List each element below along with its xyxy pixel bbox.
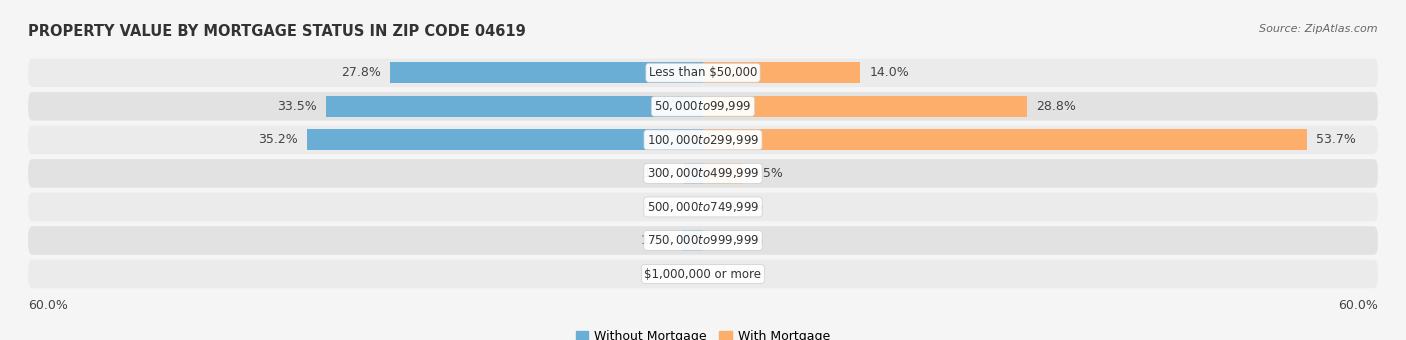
Text: 27.8%: 27.8% [342, 66, 381, 79]
Text: $750,000 to $999,999: $750,000 to $999,999 [647, 234, 759, 248]
Bar [326, 96, 703, 117]
Legend: Without Mortgage, With Mortgage: Without Mortgage, With Mortgage [571, 325, 835, 340]
Text: 1.7%: 1.7% [643, 167, 675, 180]
Text: Less than $50,000: Less than $50,000 [648, 66, 758, 79]
Text: 0.0%: 0.0% [731, 234, 763, 247]
Text: 60.0%: 60.0% [1339, 299, 1378, 311]
Text: 0.0%: 0.0% [643, 201, 675, 214]
Text: 28.8%: 28.8% [1036, 100, 1076, 113]
FancyBboxPatch shape [28, 193, 1378, 221]
Text: 0.0%: 0.0% [731, 268, 763, 280]
Bar [683, 163, 703, 184]
Text: $300,000 to $499,999: $300,000 to $499,999 [647, 166, 759, 181]
Bar [307, 130, 703, 150]
Bar [703, 62, 860, 83]
Text: 0.0%: 0.0% [731, 201, 763, 214]
Text: 1.9%: 1.9% [641, 234, 672, 247]
Text: 0.0%: 0.0% [643, 268, 675, 280]
Text: $500,000 to $749,999: $500,000 to $749,999 [647, 200, 759, 214]
Text: 60.0%: 60.0% [28, 299, 67, 311]
Text: $50,000 to $99,999: $50,000 to $99,999 [654, 99, 752, 113]
Text: PROPERTY VALUE BY MORTGAGE STATUS IN ZIP CODE 04619: PROPERTY VALUE BY MORTGAGE STATUS IN ZIP… [28, 24, 526, 39]
FancyBboxPatch shape [28, 58, 1378, 87]
FancyBboxPatch shape [28, 159, 1378, 188]
Bar [682, 230, 703, 251]
Text: $100,000 to $299,999: $100,000 to $299,999 [647, 133, 759, 147]
FancyBboxPatch shape [28, 226, 1378, 255]
Bar [703, 163, 742, 184]
Bar [703, 96, 1026, 117]
Text: 3.5%: 3.5% [751, 167, 783, 180]
Bar [391, 62, 703, 83]
FancyBboxPatch shape [28, 260, 1378, 288]
Text: 14.0%: 14.0% [869, 66, 910, 79]
FancyBboxPatch shape [28, 125, 1378, 154]
Text: 35.2%: 35.2% [259, 133, 298, 146]
FancyBboxPatch shape [28, 92, 1378, 121]
Text: 33.5%: 33.5% [277, 100, 318, 113]
Text: Source: ZipAtlas.com: Source: ZipAtlas.com [1260, 24, 1378, 34]
Text: $1,000,000 or more: $1,000,000 or more [644, 268, 762, 280]
Text: 53.7%: 53.7% [1316, 133, 1355, 146]
Bar [703, 130, 1308, 150]
